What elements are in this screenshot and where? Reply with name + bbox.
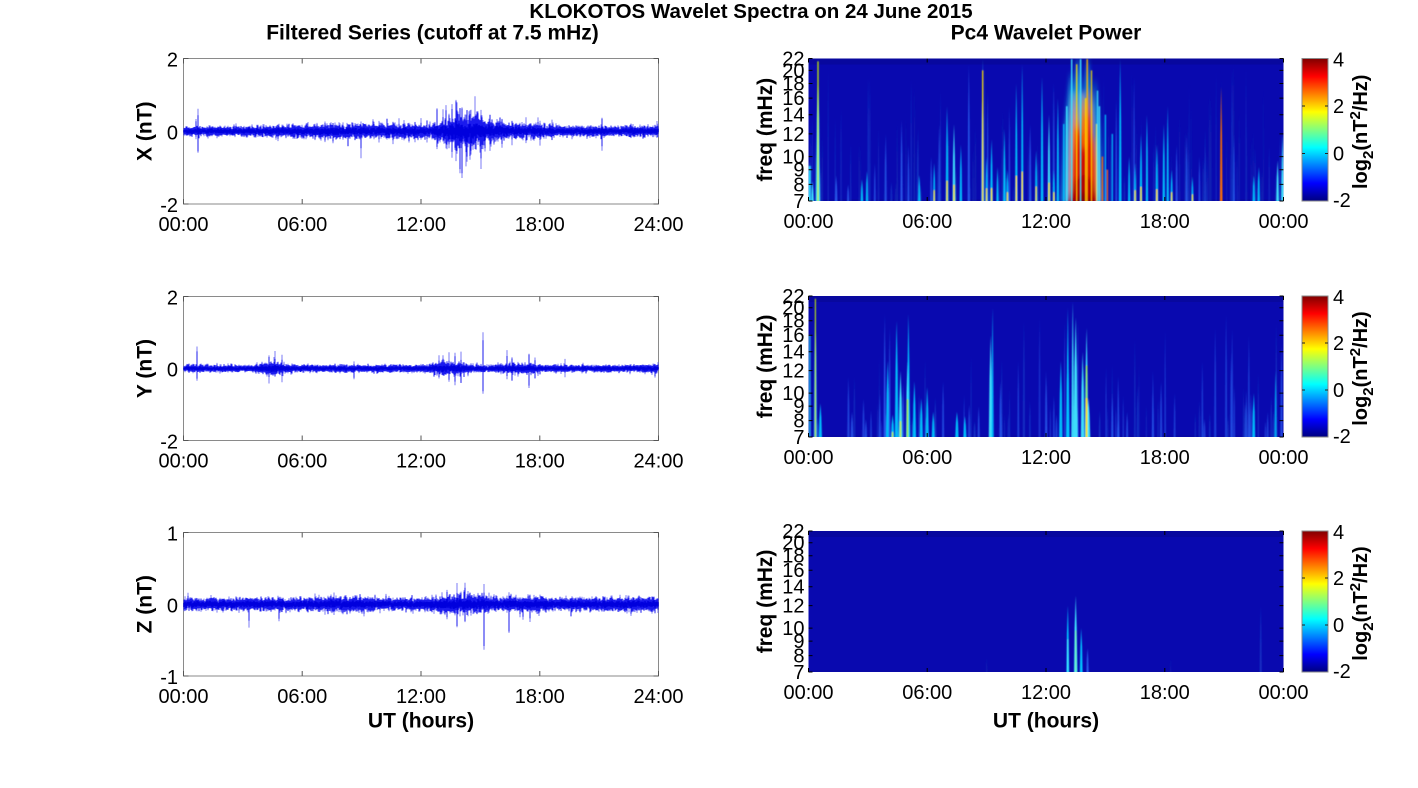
svg-text:UT (hours): UT (hours) (368, 710, 474, 733)
svg-text:10: 10 (782, 618, 804, 640)
svg-text:-2: -2 (160, 432, 178, 454)
svg-text:7: 7 (793, 662, 804, 684)
svg-text:freq (mHz): freq (mHz) (754, 550, 777, 654)
svg-text:-1: -1 (160, 667, 178, 689)
svg-text:freq (mHz): freq (mHz) (754, 315, 777, 419)
svg-text:-2: -2 (1333, 190, 1351, 212)
svg-text:KLOKOTOS Wavelet Spectra on 24: KLOKOTOS Wavelet Spectra on 24 June 2015 (529, 0, 972, 23)
svg-text:0: 0 (167, 360, 178, 382)
svg-text:16: 16 (782, 560, 804, 582)
svg-text:00:00: 00:00 (158, 686, 208, 708)
svg-text:14: 14 (782, 577, 804, 599)
svg-text:4: 4 (1333, 287, 1344, 309)
svg-text:16: 16 (782, 325, 804, 347)
svg-text:-2: -2 (160, 195, 178, 217)
svg-text:12:00: 12:00 (396, 686, 446, 708)
svg-text:12:00: 12:00 (396, 214, 446, 236)
svg-text:4: 4 (1333, 522, 1344, 544)
svg-text:-2: -2 (1333, 661, 1351, 683)
svg-text:00:00: 00:00 (1258, 682, 1308, 704)
svg-text:0: 0 (1333, 144, 1344, 166)
svg-text:freq (mHz): freq (mHz) (754, 78, 777, 182)
svg-text:00:00: 00:00 (783, 447, 833, 469)
svg-text:22: 22 (782, 286, 804, 308)
svg-text:2: 2 (167, 288, 178, 310)
svg-text:7: 7 (793, 427, 804, 449)
svg-text:06:00: 06:00 (902, 447, 952, 469)
svg-text:12:00: 12:00 (1021, 682, 1071, 704)
svg-text:16: 16 (782, 88, 804, 110)
svg-text:18: 18 (782, 546, 804, 568)
svg-text:8: 8 (793, 646, 804, 668)
svg-text:Pc4 Wavelet Power: Pc4 Wavelet Power (951, 22, 1142, 45)
svg-text:00:00: 00:00 (158, 451, 208, 473)
svg-text:00:00: 00:00 (783, 682, 833, 704)
svg-text:20: 20 (782, 298, 804, 320)
svg-text:18:00: 18:00 (1140, 211, 1190, 233)
svg-text:12:00: 12:00 (1021, 447, 1071, 469)
svg-text:9: 9 (793, 631, 804, 653)
svg-text:4: 4 (1333, 50, 1344, 72)
svg-text:24:00: 24:00 (633, 686, 683, 708)
svg-text:Y (nT): Y (nT) (134, 339, 157, 398)
svg-text:00:00: 00:00 (783, 211, 833, 233)
svg-text:2: 2 (1333, 568, 1344, 590)
svg-text:00:00: 00:00 (158, 214, 208, 236)
svg-text:14: 14 (782, 342, 804, 364)
svg-text:12: 12 (782, 361, 804, 383)
svg-text:12: 12 (782, 596, 804, 618)
svg-text:0: 0 (1333, 615, 1344, 637)
svg-text:18:00: 18:00 (515, 686, 565, 708)
svg-text:14: 14 (782, 105, 804, 127)
svg-text:06:00: 06:00 (902, 211, 952, 233)
svg-text:20: 20 (782, 60, 804, 82)
svg-text:00:00: 00:00 (1258, 211, 1308, 233)
svg-text:20: 20 (782, 533, 804, 555)
svg-text:10: 10 (782, 383, 804, 405)
svg-text:2: 2 (1333, 333, 1344, 355)
svg-text:18:00: 18:00 (1140, 447, 1190, 469)
svg-text:24:00: 24:00 (633, 451, 683, 473)
svg-text:9: 9 (793, 396, 804, 418)
svg-text:00:00: 00:00 (1258, 447, 1308, 469)
svg-text:0: 0 (167, 122, 178, 144)
svg-text:18:00: 18:00 (515, 214, 565, 236)
svg-text:24:00: 24:00 (633, 214, 683, 236)
svg-text:06:00: 06:00 (902, 682, 952, 704)
svg-text:12:00: 12:00 (396, 451, 446, 473)
svg-text:8: 8 (793, 411, 804, 433)
svg-text:UT (hours): UT (hours) (993, 710, 1099, 733)
svg-text:8: 8 (793, 174, 804, 196)
svg-text:2: 2 (167, 50, 178, 72)
svg-text:9: 9 (793, 160, 804, 182)
svg-text:22: 22 (782, 49, 804, 71)
svg-text:7: 7 (793, 191, 804, 213)
svg-text:18:00: 18:00 (515, 451, 565, 473)
svg-text:22: 22 (782, 521, 804, 543)
svg-text:12: 12 (782, 124, 804, 146)
svg-text:log2(nT2/Hz): log2(nT2/Hz) (1347, 311, 1377, 425)
svg-text:18: 18 (782, 311, 804, 333)
svg-text:06:00: 06:00 (277, 686, 327, 708)
svg-text:06:00: 06:00 (277, 451, 327, 473)
svg-text:0: 0 (1333, 380, 1344, 402)
svg-text:18:00: 18:00 (1140, 682, 1190, 704)
svg-text:10: 10 (782, 147, 804, 169)
svg-text:1: 1 (167, 524, 178, 546)
svg-text:X (nT): X (nT) (134, 102, 157, 161)
svg-text:log2(nT2/Hz): log2(nT2/Hz) (1347, 75, 1377, 189)
svg-text:12:00: 12:00 (1021, 211, 1071, 233)
svg-text:Filtered Series (cutoff at 7.5: Filtered Series (cutoff at 7.5 mHz) (266, 22, 599, 45)
svg-text:log2(nT2/Hz): log2(nT2/Hz) (1347, 546, 1377, 660)
svg-text:2: 2 (1333, 96, 1344, 118)
svg-text:Z (nT): Z (nT) (134, 575, 157, 633)
svg-text:06:00: 06:00 (277, 214, 327, 236)
svg-text:0: 0 (167, 595, 178, 617)
svg-text:-2: -2 (1333, 426, 1351, 448)
svg-text:18: 18 (782, 73, 804, 95)
